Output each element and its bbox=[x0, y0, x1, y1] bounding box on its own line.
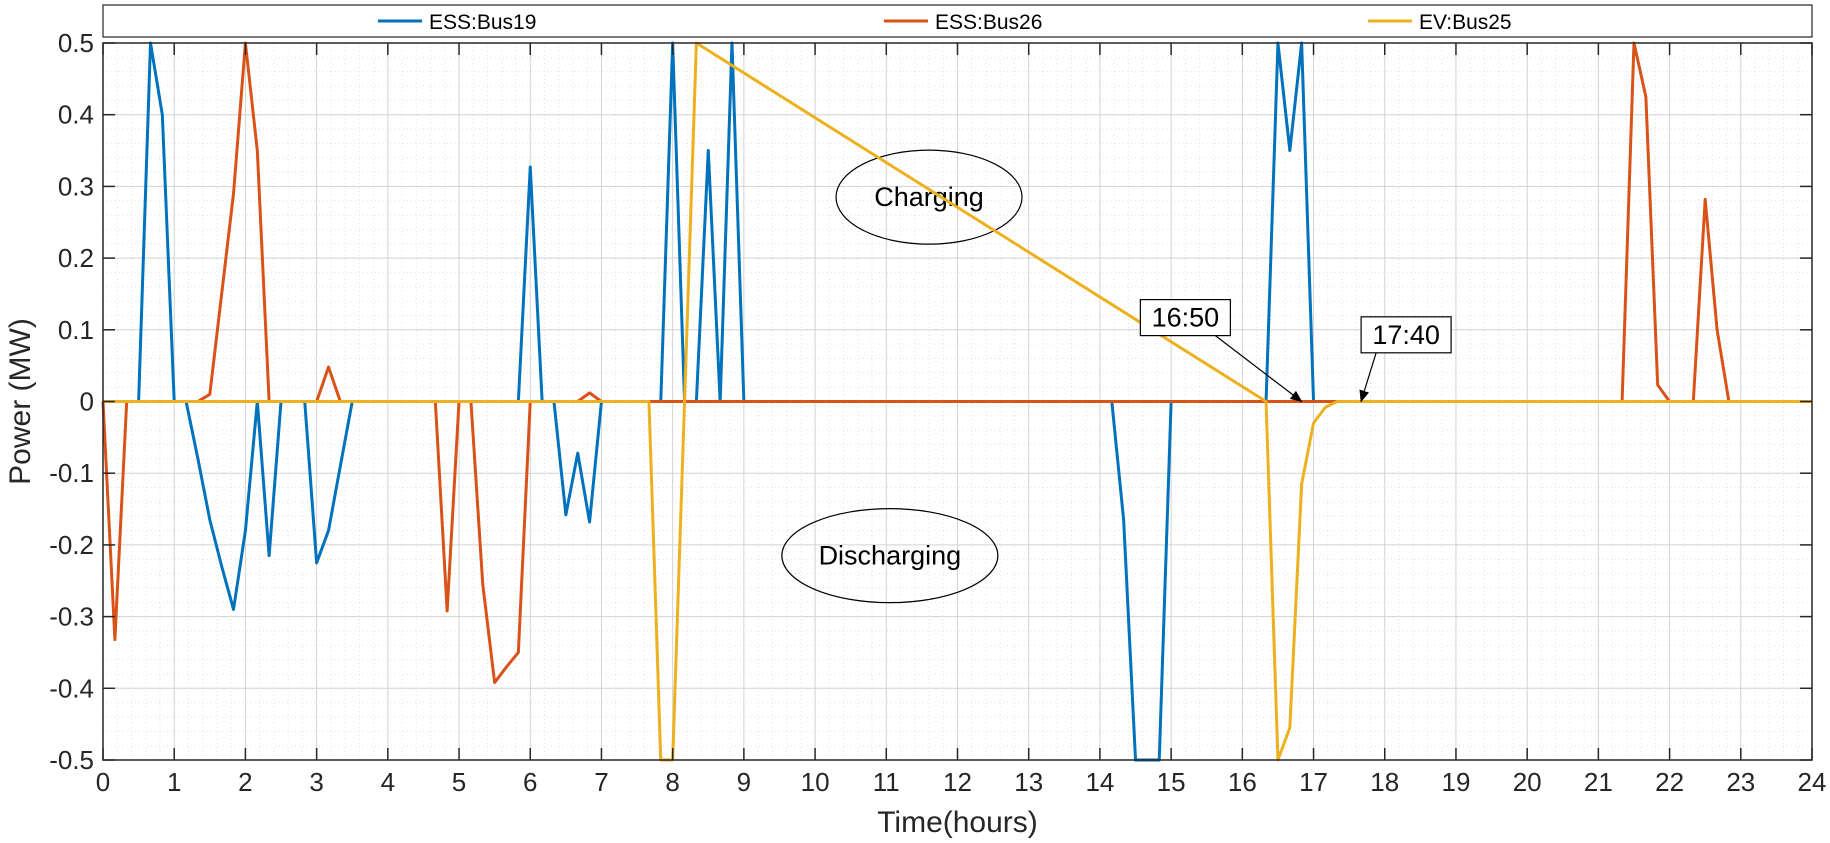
legend-label-1: ESS:Bus19 bbox=[429, 11, 536, 34]
y-tick-label: -0.2 bbox=[49, 530, 94, 560]
x-tick-label: 16 bbox=[1228, 767, 1257, 797]
x-tick-label: 19 bbox=[1441, 767, 1470, 797]
x-tick-label: 1 bbox=[167, 767, 181, 797]
y-tick-label: 0 bbox=[80, 387, 94, 417]
x-tick-label: 4 bbox=[381, 767, 395, 797]
annotation-label: Charging bbox=[874, 182, 984, 212]
y-tick-label: -0.5 bbox=[49, 745, 94, 775]
x-tick-label: 10 bbox=[801, 767, 830, 797]
annotation-time-label: 17:40 bbox=[1372, 320, 1440, 350]
x-tick-label: 17 bbox=[1299, 767, 1328, 797]
y-tick-label: -0.4 bbox=[49, 673, 94, 703]
legend-label-2: ESS:Bus26 bbox=[935, 11, 1042, 34]
x-tick-label: 2 bbox=[238, 767, 252, 797]
x-tick-label: 5 bbox=[452, 767, 466, 797]
x-tick-label: 8 bbox=[665, 767, 679, 797]
y-tick-label: 0.4 bbox=[58, 100, 94, 130]
legend-label-3: EV:Bus25 bbox=[1419, 11, 1512, 34]
x-tick-label: 6 bbox=[523, 767, 537, 797]
y-tick-label: 0.1 bbox=[58, 315, 94, 345]
x-tick-label: 18 bbox=[1370, 767, 1399, 797]
y-tick-label: -0.3 bbox=[49, 602, 94, 632]
y-tick-label: 0.3 bbox=[58, 171, 94, 201]
y-tick-label: -0.1 bbox=[49, 458, 94, 488]
x-tick-label: 0 bbox=[96, 767, 110, 797]
x-tick-label: 12 bbox=[943, 767, 972, 797]
annotation-time-label: 16:50 bbox=[1152, 303, 1220, 333]
x-tick-label: 23 bbox=[1726, 767, 1755, 797]
x-tick-label: 24 bbox=[1798, 767, 1827, 797]
x-tick-label: 15 bbox=[1157, 767, 1186, 797]
x-tick-label: 7 bbox=[594, 767, 608, 797]
x-tick-label: 22 bbox=[1655, 767, 1684, 797]
annotation-label: Discharging bbox=[819, 541, 962, 571]
x-tick-label: 20 bbox=[1513, 767, 1542, 797]
legend: ESS:Bus19 ESS:Bus26 EV:Bus25 bbox=[103, 5, 1812, 37]
x-tick-label: 21 bbox=[1584, 767, 1613, 797]
x-tick-label: 9 bbox=[737, 767, 751, 797]
y-tick-label: 0.2 bbox=[58, 243, 94, 273]
x-axis-title: Time(hours) bbox=[877, 806, 1038, 839]
x-tick-label: 14 bbox=[1085, 767, 1114, 797]
y-tick-label: 0.5 bbox=[58, 28, 94, 58]
x-tick-label: 11 bbox=[873, 767, 900, 797]
x-tick-label: 13 bbox=[1014, 767, 1043, 797]
x-tick-label: 3 bbox=[309, 767, 323, 797]
y-axis-title: Power (MW) bbox=[4, 318, 37, 485]
